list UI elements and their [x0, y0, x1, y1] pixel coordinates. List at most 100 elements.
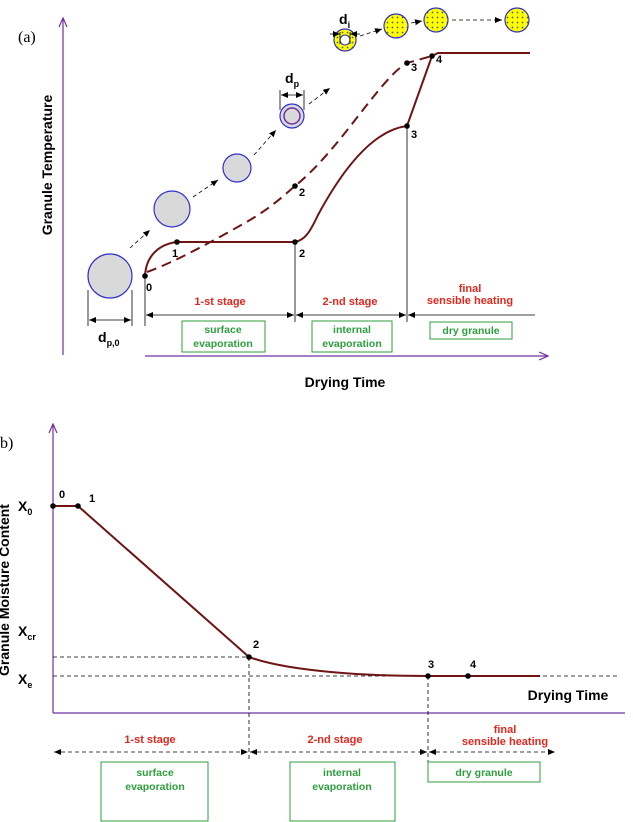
subscript: p: [294, 79, 300, 89]
level-label: X0: [18, 498, 32, 517]
text-line: surface: [136, 767, 174, 779]
subscript: i: [348, 20, 351, 30]
diameter-label: dp: [285, 70, 300, 89]
granule-core: [339, 34, 351, 46]
text-line: internal: [323, 767, 361, 779]
y-axis-title: Granule Temperature: [39, 95, 55, 236]
panel-b: b) Granule Moisture Content Drying Time …: [0, 424, 625, 822]
symbol: X: [18, 671, 28, 687]
x-axis-title: Drying Time: [305, 374, 386, 390]
granule: [222, 153, 252, 183]
moisture-curve: [53, 505, 540, 677]
mechanism-label: internal evaporation: [322, 324, 382, 350]
subscript: p,0: [107, 338, 120, 348]
symbol: d: [339, 11, 348, 27]
level-label: Xe: [18, 671, 32, 690]
text-line: evaporation: [322, 338, 382, 350]
point-label: 4: [470, 659, 477, 671]
granule: [87, 253, 133, 299]
point-label: 0: [146, 282, 152, 294]
x-axis-title: Drying Time: [528, 687, 609, 703]
point-label: 1: [172, 248, 178, 260]
mechanism-label: dry granule: [442, 325, 499, 337]
symbol: d: [98, 329, 107, 345]
text-line: evaporation: [193, 338, 253, 350]
point-label: 3: [411, 129, 417, 141]
text-line: internal: [333, 324, 371, 336]
point: [174, 239, 180, 245]
mechanism-label: internal evaporation: [312, 767, 372, 793]
granule: [383, 13, 409, 39]
point: [292, 239, 298, 245]
granule-core: [283, 107, 301, 125]
text-line: final: [494, 724, 517, 736]
symbol: X: [18, 498, 28, 514]
mechanism-label: surface evaporation: [125, 767, 185, 793]
point-label: 1: [89, 493, 95, 505]
stage-label: 2-nd stage: [322, 296, 377, 308]
panel-a: (a) Granule Temperature Drying Time 0 1 …: [18, 7, 548, 390]
point: [142, 273, 148, 279]
point-label: 4: [436, 54, 443, 66]
point: [404, 123, 410, 129]
text-line: dry granule: [455, 767, 512, 779]
stage-label: 1-st stage: [124, 734, 175, 746]
arrow: [410, 19, 423, 26]
text-line: evaporation: [125, 781, 185, 793]
mechanism-box: [181, 320, 266, 353]
text-line: dry granule: [442, 325, 499, 337]
symbol: X: [18, 623, 28, 639]
granule-arrows: [129, 17, 502, 249]
point-label: 3: [411, 62, 417, 74]
point-label: 3: [428, 659, 434, 671]
mechanism-box: [289, 761, 396, 822]
mechanism-box: [429, 321, 513, 340]
point-label: 2: [299, 187, 305, 199]
text-line: sensible heating: [462, 736, 548, 748]
text-line: 1-st stage: [124, 734, 175, 746]
text-line: 2-nd stage: [322, 296, 377, 308]
point: [465, 673, 471, 679]
point: [246, 654, 252, 660]
granule: [504, 7, 530, 33]
text-line: sensible heating: [427, 295, 513, 307]
diameter-label: dp,0: [98, 329, 120, 348]
point-label: 2: [253, 639, 259, 651]
mechanism-box: [427, 761, 541, 783]
point: [292, 183, 298, 189]
text-line: 2-nd stage: [307, 734, 362, 746]
y-axis-title: Granule Moisture Content: [0, 504, 12, 676]
point: [425, 673, 431, 679]
point: [50, 503, 56, 509]
text-line: final: [459, 283, 482, 295]
point-label: 2: [299, 248, 305, 260]
stage-label: final sensible heating: [462, 724, 548, 748]
panel-label: b): [0, 435, 13, 452]
arrow: [129, 229, 151, 249]
symbol: d: [285, 70, 294, 86]
panel-label: (a): [18, 29, 36, 46]
stage-label: 2-nd stage: [307, 734, 362, 746]
subscript: cr: [27, 632, 36, 642]
diameter-label: di: [339, 11, 350, 30]
level-label: Xcr: [18, 623, 36, 642]
point: [429, 53, 435, 59]
arrow: [359, 28, 383, 37]
text-line: 1-st stage: [194, 296, 245, 308]
subscript: e: [27, 680, 32, 690]
stage-label: 1-st stage: [194, 296, 245, 308]
arrow: [308, 87, 331, 105]
point-label: 0: [59, 489, 65, 501]
mechanism-box: [311, 320, 393, 353]
mechanism-box: [100, 761, 209, 822]
subscript: 0: [27, 507, 32, 517]
stage-label: final sensible heating: [427, 283, 513, 307]
granule: [423, 7, 449, 33]
point: [404, 60, 410, 66]
text-line: surface: [204, 324, 242, 336]
text-line: evaporation: [312, 781, 372, 793]
granule: [153, 190, 191, 228]
solid-curve: [144, 52, 530, 277]
point: [75, 503, 81, 509]
